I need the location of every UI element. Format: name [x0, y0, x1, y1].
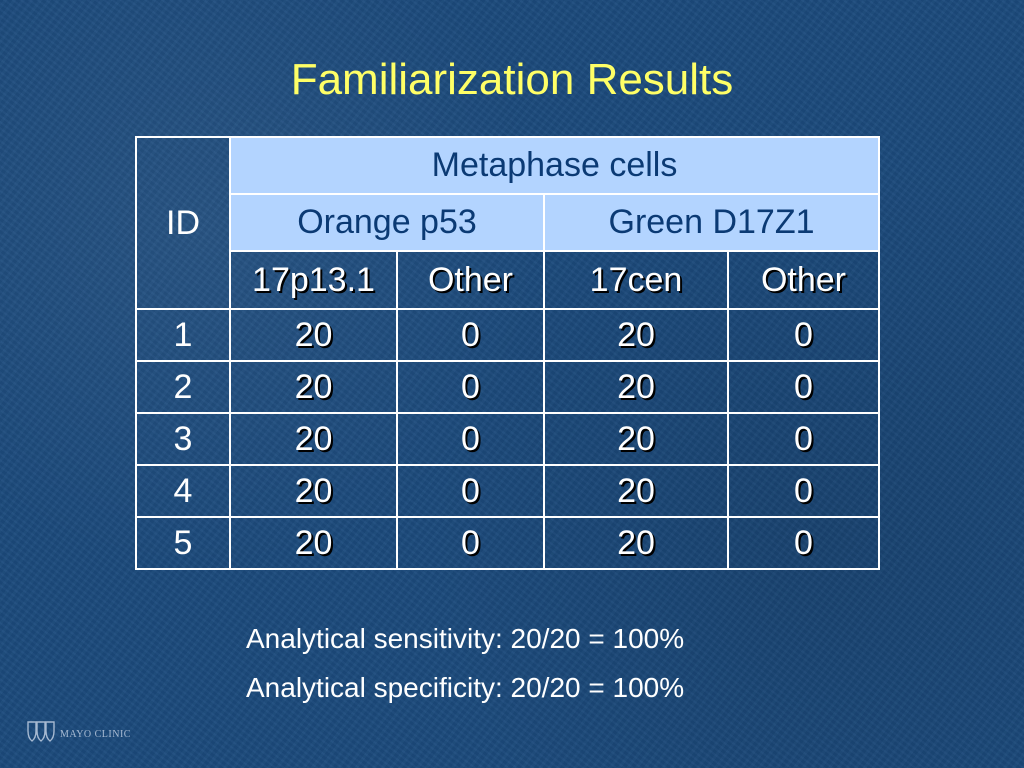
table-header-row-2: Orange p53 Green D17Z1: [136, 193, 880, 252]
analytical-specificity-note: Analytical specificity: 20/20 = 100%: [246, 672, 685, 703]
probe-header-green-d17z1: Green D17Z1: [543, 193, 880, 252]
value-cell: 20: [543, 516, 729, 570]
probe-header-orange-p53: Orange p53: [229, 193, 545, 252]
value-cell: 0: [396, 464, 545, 518]
sub-header-other-green: Other: [727, 250, 880, 310]
results-table: ID Metaphase cells Orange p53 Green D17Z…: [135, 136, 880, 570]
value-cell: 0: [396, 360, 545, 414]
id-column-header: ID: [135, 136, 231, 310]
row-id-cell: 3: [135, 412, 231, 466]
value-cell: 20: [543, 308, 729, 362]
value-cell: 20: [229, 464, 398, 518]
value-cell: 20: [229, 360, 398, 414]
analytical-sensitivity-note: Analytical sensitivity: 20/20 = 100%: [246, 623, 685, 654]
value-cell: 0: [727, 412, 880, 466]
mayo-shields-icon: [26, 719, 56, 750]
value-cell: 20: [229, 412, 398, 466]
table-row: 5 20 0 20 0: [135, 516, 880, 570]
value-cell: 20: [229, 516, 398, 570]
mayo-clinic-logo: MAYO CLINIC: [26, 720, 131, 748]
value-cell: 0: [727, 308, 880, 362]
value-cell: 20: [543, 412, 729, 466]
value-cell: 0: [727, 360, 880, 414]
sub-header-other-orange: Other: [396, 250, 545, 310]
row-id-cell: 2: [135, 360, 231, 414]
value-cell: 20: [543, 360, 729, 414]
metaphase-cells-header: Metaphase cells: [229, 136, 880, 195]
value-cell: 0: [727, 464, 880, 518]
table-header-row-1: ID Metaphase cells: [135, 136, 880, 310]
sub-header-17cen: 17cen: [543, 250, 729, 310]
value-cell: 20: [543, 464, 729, 518]
sub-header-17p13-1: 17p13.1: [229, 250, 398, 310]
row-id-cell: 4: [135, 464, 231, 518]
value-cell: 0: [727, 516, 880, 570]
value-cell: 0: [396, 412, 545, 466]
row-id-cell: 1: [135, 308, 231, 362]
row-id-cell: 5: [135, 516, 231, 570]
value-cell: 20: [229, 308, 398, 362]
logo-text: MAYO CLINIC: [60, 728, 131, 740]
table-header-row-3: 17p13.1 Other 17cen Other: [136, 250, 880, 310]
table-row: 3 20 0 20 0: [135, 412, 880, 466]
slide-title: Familiarization Results: [290, 55, 734, 104]
table-row: 1 20 0 20 0: [135, 308, 880, 362]
value-cell: 0: [396, 516, 545, 570]
value-cell: 0: [396, 308, 545, 362]
table-row: 4 20 0 20 0: [135, 464, 880, 518]
table-row: 2 20 0 20 0: [135, 360, 880, 414]
